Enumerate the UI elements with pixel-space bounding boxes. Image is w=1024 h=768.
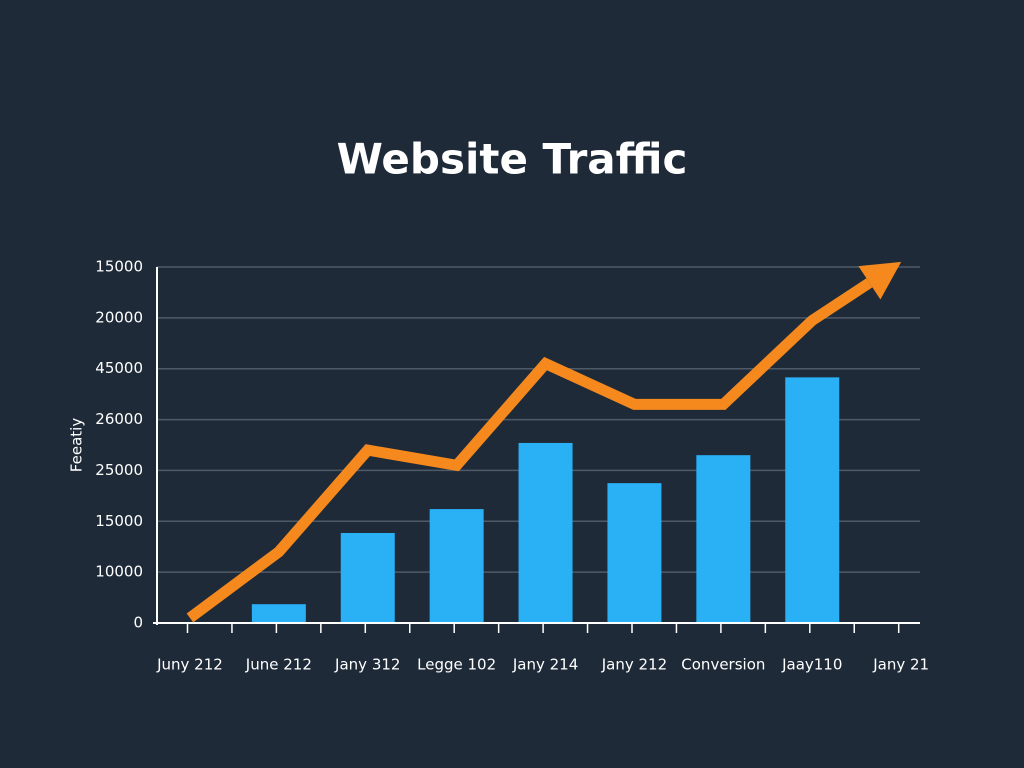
x-tick-label: Jany 312 <box>334 656 400 674</box>
y-tick-label: 25000 <box>95 461 143 479</box>
bar <box>251 604 306 623</box>
x-tick-label: Jany 214 <box>512 656 578 674</box>
y-tick-label: 10000 <box>95 563 143 581</box>
y-tick-label: 26000 <box>95 410 143 428</box>
x-tick-label: Jany 21 <box>872 656 929 674</box>
trend-line <box>186 278 873 623</box>
x-tick-label: Jaay110 <box>781 656 842 674</box>
bar <box>429 509 484 623</box>
bar <box>696 455 751 623</box>
x-tick-label: Jany 212 <box>601 656 667 674</box>
y-tick-label: 45000 <box>95 359 143 377</box>
bar <box>340 532 395 623</box>
bar <box>785 377 840 623</box>
y-tick-label: 20000 <box>95 308 143 326</box>
chart-title: Website Traffic <box>337 135 688 184</box>
y-tick-label: 15000 <box>95 258 143 276</box>
x-tick-label: Juny 212 <box>156 656 223 674</box>
y-tick-label: 0 <box>133 614 143 632</box>
bar <box>607 483 662 623</box>
x-tick-label: Legge 102 <box>417 656 496 674</box>
y-axis-label: Feeatiy <box>68 418 86 473</box>
y-tick-label: 15000 <box>95 512 143 530</box>
x-tick-label: Conversion <box>681 656 765 674</box>
bar <box>518 442 573 623</box>
arrow-head <box>858 261 902 300</box>
x-tick-label: June 212 <box>245 656 312 674</box>
